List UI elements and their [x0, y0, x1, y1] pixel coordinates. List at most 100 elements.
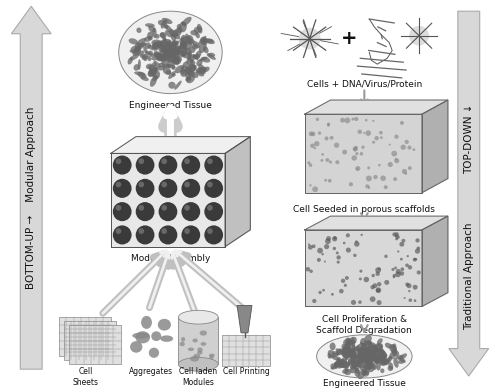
Ellipse shape — [166, 70, 171, 74]
Ellipse shape — [368, 346, 378, 354]
Ellipse shape — [181, 22, 186, 27]
Ellipse shape — [350, 359, 362, 367]
Ellipse shape — [173, 46, 181, 53]
Ellipse shape — [168, 53, 173, 57]
Ellipse shape — [377, 338, 383, 345]
Ellipse shape — [160, 33, 166, 38]
Ellipse shape — [186, 74, 195, 83]
Ellipse shape — [393, 177, 397, 181]
Ellipse shape — [340, 359, 346, 365]
Ellipse shape — [169, 48, 177, 56]
Ellipse shape — [357, 129, 362, 134]
Ellipse shape — [381, 359, 388, 365]
Ellipse shape — [175, 58, 181, 64]
Ellipse shape — [342, 368, 349, 374]
Ellipse shape — [357, 348, 362, 353]
Ellipse shape — [311, 132, 316, 136]
Ellipse shape — [165, 47, 172, 53]
Ellipse shape — [364, 277, 369, 282]
Ellipse shape — [376, 353, 388, 359]
Ellipse shape — [163, 67, 171, 75]
Ellipse shape — [358, 369, 366, 379]
Ellipse shape — [361, 353, 365, 358]
Ellipse shape — [368, 348, 373, 356]
Ellipse shape — [155, 34, 160, 39]
Ellipse shape — [366, 351, 373, 361]
Ellipse shape — [355, 343, 365, 351]
Ellipse shape — [174, 65, 184, 73]
Ellipse shape — [207, 181, 213, 187]
Ellipse shape — [179, 42, 183, 49]
Ellipse shape — [174, 48, 181, 53]
Ellipse shape — [336, 255, 341, 260]
Ellipse shape — [344, 118, 350, 123]
Ellipse shape — [361, 145, 365, 149]
Ellipse shape — [360, 349, 364, 356]
Ellipse shape — [193, 354, 200, 358]
Ellipse shape — [204, 156, 223, 174]
Ellipse shape — [172, 73, 176, 77]
Ellipse shape — [396, 235, 400, 239]
Ellipse shape — [188, 39, 195, 44]
Ellipse shape — [164, 46, 168, 53]
Ellipse shape — [165, 30, 172, 37]
Ellipse shape — [339, 289, 343, 294]
Ellipse shape — [415, 258, 417, 260]
Ellipse shape — [363, 362, 369, 370]
Ellipse shape — [178, 358, 218, 371]
Ellipse shape — [312, 186, 318, 192]
Ellipse shape — [310, 270, 313, 273]
Ellipse shape — [309, 131, 314, 136]
Ellipse shape — [359, 355, 366, 361]
Ellipse shape — [330, 343, 335, 350]
Ellipse shape — [345, 341, 356, 345]
Ellipse shape — [116, 181, 121, 187]
Ellipse shape — [317, 258, 321, 262]
Ellipse shape — [316, 118, 319, 121]
Ellipse shape — [413, 285, 417, 290]
Ellipse shape — [373, 175, 378, 179]
Ellipse shape — [393, 276, 395, 278]
Ellipse shape — [359, 351, 367, 355]
Polygon shape — [449, 11, 489, 376]
Bar — [305, 230, 422, 307]
Ellipse shape — [342, 343, 351, 353]
Ellipse shape — [328, 179, 331, 183]
Ellipse shape — [359, 354, 366, 360]
Ellipse shape — [175, 40, 179, 46]
Ellipse shape — [347, 351, 353, 358]
Ellipse shape — [203, 46, 209, 53]
Ellipse shape — [176, 56, 182, 63]
Ellipse shape — [364, 335, 372, 343]
Ellipse shape — [398, 353, 407, 361]
Ellipse shape — [388, 362, 393, 370]
Ellipse shape — [149, 68, 155, 74]
Ellipse shape — [204, 225, 223, 245]
Ellipse shape — [384, 255, 388, 258]
Ellipse shape — [340, 350, 349, 358]
Bar — [178, 317, 218, 364]
Ellipse shape — [408, 145, 412, 150]
Ellipse shape — [160, 54, 165, 58]
Ellipse shape — [322, 253, 324, 256]
Ellipse shape — [350, 361, 358, 370]
Ellipse shape — [380, 176, 386, 181]
Ellipse shape — [116, 158, 121, 164]
Ellipse shape — [113, 225, 132, 245]
Ellipse shape — [142, 53, 148, 60]
Ellipse shape — [165, 53, 172, 63]
Ellipse shape — [197, 347, 203, 352]
Ellipse shape — [139, 42, 146, 49]
Ellipse shape — [359, 278, 362, 280]
Ellipse shape — [364, 349, 369, 356]
Ellipse shape — [370, 356, 375, 360]
Ellipse shape — [310, 143, 315, 148]
Ellipse shape — [325, 238, 331, 244]
Ellipse shape — [366, 352, 371, 358]
Ellipse shape — [201, 342, 206, 346]
Ellipse shape — [371, 347, 377, 354]
Ellipse shape — [185, 77, 191, 82]
Ellipse shape — [344, 348, 350, 354]
Bar — [222, 335, 270, 366]
Ellipse shape — [162, 158, 167, 164]
